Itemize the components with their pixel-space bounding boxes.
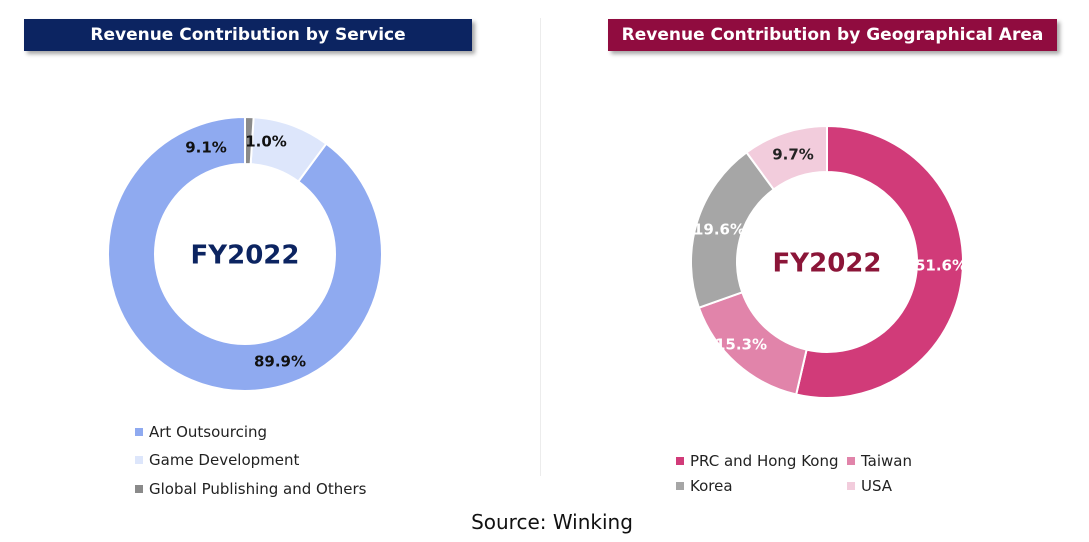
legend-item-game-development: Game Development: [135, 451, 299, 469]
data-label: 9.1%: [185, 139, 227, 157]
donut-slice-art-outsourcing: [107, 115, 383, 392]
legend-label: Global Publishing and Others: [149, 480, 367, 498]
donut-slice-usa: [745, 124, 828, 191]
legend-swatch: [135, 428, 143, 436]
service-chart-banner: Revenue Contribution by Service: [24, 19, 472, 51]
donut-slice-prc-and-hong-kong: [794, 124, 964, 399]
data-label: 51.6%: [915, 257, 967, 275]
legend-label: Korea: [690, 477, 733, 495]
legend-item-korea: Korea: [676, 477, 733, 495]
legend-swatch: [676, 457, 684, 465]
legend-swatch: [135, 456, 143, 464]
center-label: FY2022: [773, 249, 882, 279]
data-label: 9.7%: [772, 146, 814, 164]
legend-label: Taiwan: [861, 452, 913, 470]
legend-item-prc-and-hong-kong: PRC and Hong Kong: [676, 452, 839, 470]
source-note: Source: Winking: [471, 510, 633, 534]
legend-item-art-outsourcing: Art Outsourcing: [135, 423, 267, 441]
center-label: FY2022: [191, 241, 300, 271]
legend-swatch: [847, 457, 855, 465]
legend-swatch: [676, 482, 684, 490]
legend-item-taiwan: Taiwan: [847, 452, 912, 470]
geo-chart-banner: Revenue Contribution by Geographical Are…: [608, 19, 1057, 51]
donut-slice-global-publishing-and-others: [244, 115, 255, 166]
data-label: 15.3%: [715, 336, 767, 354]
legend-label: Game Development: [149, 451, 300, 469]
legend-label: Art Outsourcing: [149, 423, 268, 441]
donut-chart-0: 89.9% 9.1% 1.0% FY2022: [107, 115, 383, 392]
service-chart-title: Revenue Contribution by Service: [90, 25, 406, 45]
panel-divider: [540, 18, 541, 476]
legend-label: PRC and Hong Kong: [690, 452, 839, 470]
data-label: 19.6%: [693, 221, 745, 239]
legend-swatch: [135, 485, 143, 493]
legend-label: USA: [861, 477, 893, 495]
legend-swatch: [847, 482, 855, 490]
legend-item-global-publishing-and-others: Global Publishing and Others: [135, 480, 366, 498]
data-label: 89.9%: [254, 353, 306, 371]
donut-chart-1: 51.6% 15.3% 19.6% 9.7% FY2022: [690, 124, 967, 399]
geo-chart-title: Revenue Contribution by Geographical Are…: [621, 25, 1044, 45]
data-label: 1.0%: [245, 133, 287, 151]
legend-item-usa: USA: [847, 477, 892, 495]
